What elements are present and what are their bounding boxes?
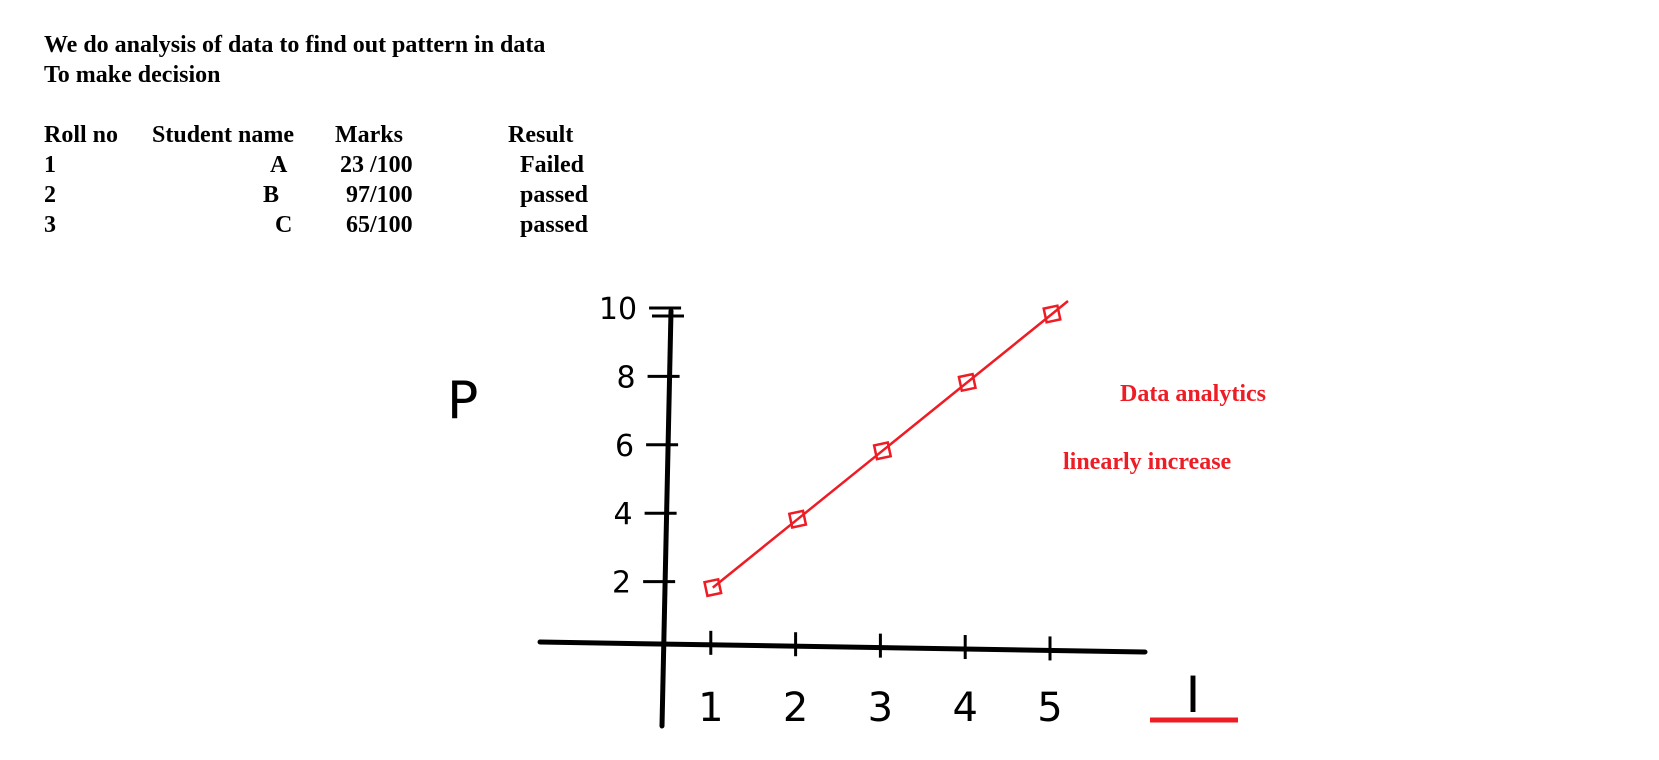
series-line	[712, 300, 1069, 589]
cell-result: Failed	[520, 152, 584, 178]
y-axis	[659, 308, 674, 729]
table-row: 1 A 23 /100 Failed	[44, 150, 628, 180]
y-tick-label: 4	[614, 497, 633, 532]
x-tick-label: 2	[783, 685, 808, 731]
data-point-marker	[957, 372, 977, 393]
table-row: 3 C 65/100 passed	[44, 210, 628, 240]
cell-roll-no: 3	[44, 212, 56, 238]
heading-line-2: To make decision	[44, 62, 221, 88]
y-axis-title: P	[447, 371, 478, 431]
chart-axes	[537, 308, 1148, 729]
data-point-marker	[872, 441, 893, 461]
y-tick-label: 8	[616, 360, 635, 395]
annotation-title: Data analytics	[1120, 381, 1266, 407]
cell-student-name: C	[275, 212, 293, 238]
table-row: 2 B 97/100 passed	[44, 180, 628, 210]
cell-student-name: B	[263, 182, 280, 208]
data-point-marker	[1042, 304, 1062, 324]
cell-roll-no: 2	[44, 182, 56, 208]
x-tick-label: 5	[1037, 685, 1062, 731]
heading-line-1: We do analysis of data to find out patte…	[44, 32, 546, 58]
cell-result: passed	[520, 182, 589, 208]
y-tick-label: 6	[615, 429, 634, 464]
data-point-marker	[703, 577, 723, 598]
cell-marks: 23 /100	[340, 152, 413, 178]
cell-roll-no: 1	[44, 152, 56, 178]
student-marks-table: Roll no Student name Marks Result 1 A 23…	[44, 120, 628, 240]
cell-student-name: A	[270, 152, 288, 178]
data-point-marker	[787, 509, 808, 529]
x-tick-label: 4	[952, 685, 977, 731]
header-roll-no: Roll no	[44, 122, 119, 148]
header-student-name: Student name	[152, 122, 295, 148]
chart-series	[703, 300, 1069, 598]
y-tick-label: 10	[599, 292, 637, 327]
heading: We do analysis of data to find out patte…	[44, 30, 545, 90]
x-tick-label: 1	[698, 685, 723, 731]
header-result: Result	[508, 122, 574, 148]
y-tick-label: 2	[612, 566, 631, 601]
cell-marks: 65/100	[346, 212, 413, 238]
cell-result: passed	[520, 212, 589, 238]
x-axis	[537, 639, 1148, 655]
cell-marks: 97/100	[346, 182, 413, 208]
header-marks: Marks	[335, 122, 403, 148]
annotation-note: linearly increase	[1063, 449, 1232, 475]
x-tick-label: 3	[868, 685, 893, 731]
x-axis-title: I	[1186, 666, 1201, 724]
table-header-row: Roll no Student name Marks Result	[44, 120, 628, 150]
